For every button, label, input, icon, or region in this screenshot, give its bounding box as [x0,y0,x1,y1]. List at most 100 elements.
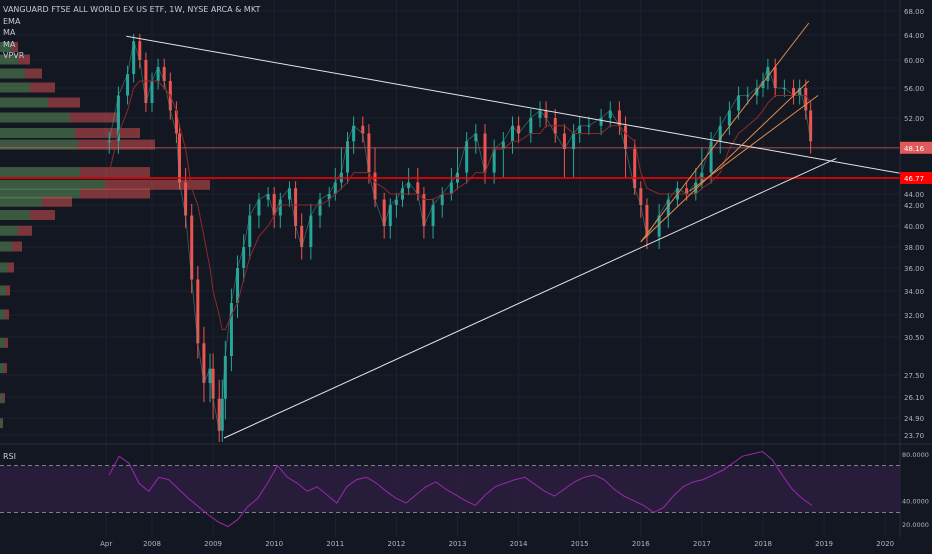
price-tick-label: 24.90 [904,415,924,423]
indicator-vpvr[interactable]: VPVR [3,51,25,60]
time-tick-label: 2017 [693,540,711,548]
candle-body [727,110,731,126]
volume-profile-down-bar [6,285,10,296]
candle-body [718,125,722,142]
rsi-band [0,465,900,513]
volume-profile-down-bar [8,262,14,273]
candle-body [236,268,240,303]
volume-profile-down-bar [12,42,18,52]
volume-profile-down-bar [30,210,55,220]
candle-body [510,125,514,142]
candle-body [685,188,689,194]
volume-profile-down-bar [5,337,8,348]
candle-body [223,356,227,399]
candle-body [773,67,777,88]
indicator-ma-1[interactable]: MA [3,28,16,37]
candle-body [578,125,582,134]
candle-body [746,95,750,97]
indicator-ema[interactable]: EMA [3,16,21,26]
time-tick-label: 2011 [326,540,344,548]
price-tick-label: 32.00 [904,312,924,320]
candle-body [474,133,478,142]
candle-body [633,149,637,189]
candle-body [272,194,276,216]
candle-body [248,215,252,247]
candle-body [287,188,291,200]
candle-body [116,95,120,142]
volume-profile-down-bar [12,241,22,252]
rsi-label[interactable]: RSI [3,452,16,461]
candle-body [327,194,331,200]
volume-profile-down-bar [105,179,210,190]
price-tick-label: 26.10 [904,394,924,402]
price-label-text: 48.16 [904,145,925,153]
candle-body [177,133,181,183]
price-tick-label: 38.00 [904,244,924,252]
candle-body [138,41,142,60]
candle-body [645,205,649,237]
candle-body [538,110,542,118]
candle-body [517,125,521,134]
volume-profile-up-bar [0,188,80,199]
candle-body [382,199,386,226]
volume-profile-up-bar [0,363,4,374]
candle-body [617,110,621,126]
candle-body [373,172,377,200]
candle-body [666,199,670,216]
volume-profile-up-bar [0,82,30,93]
volume-profile-down-bar [80,167,150,178]
candle-body [150,81,154,103]
volume-profile-up-bar [0,128,75,138]
price-label-tag [900,172,932,184]
candle-body [572,133,576,149]
candle-body [501,141,505,149]
candle-body [562,133,566,149]
volume-profile-down-bar [18,225,32,236]
candle-body [318,199,322,216]
indicator-ma-2[interactable]: MA [3,39,16,49]
candle-body [449,182,453,194]
candle-body [755,88,759,96]
price-tick-label: 34.00 [904,288,924,296]
price-tick-label: 23.70 [904,432,924,440]
candle-body [394,199,398,205]
candle-body [608,110,612,118]
candle-body [346,141,350,173]
candle-body [761,81,765,88]
candle-body [333,182,337,194]
symbol-title[interactable]: VANGUARD FTSE ALL WORLD EX US ETF, 1W, N… [3,5,261,14]
candle-body [422,194,426,226]
candle-body [367,133,371,173]
time-tick-label: Apr [100,540,112,548]
candle-body [804,88,808,111]
volume-profile-up-bar [0,97,48,108]
candle-body [162,67,166,81]
candle-body [388,205,392,226]
candle-body [190,215,194,280]
trend-line [640,22,810,243]
volume-profile-up-bar [0,309,5,320]
volume-profile-down-bar [5,309,9,320]
candle-body [208,368,212,383]
candle-body [257,199,261,216]
trend-line [126,35,910,176]
volume-profile-up-bar [0,167,80,178]
volume-profile-down-bar [75,128,140,138]
price-axis-background [900,0,932,550]
candle-body [657,215,661,237]
time-tick-label: 2008 [143,540,161,548]
candle-body [792,88,796,96]
volume-profile-up-bar [0,262,8,273]
candle-body [266,194,270,200]
volume-profile-up-bar [0,139,78,150]
candle-body [107,141,111,143]
candle-body [126,74,130,96]
price-tick-label: 44.00 [904,191,924,199]
candle-body [639,188,643,205]
rsi-tick-label: 80.0000 [902,451,929,459]
candle-body [529,118,533,134]
candle-body [229,303,233,356]
time-tick-label: 2014 [510,540,528,548]
